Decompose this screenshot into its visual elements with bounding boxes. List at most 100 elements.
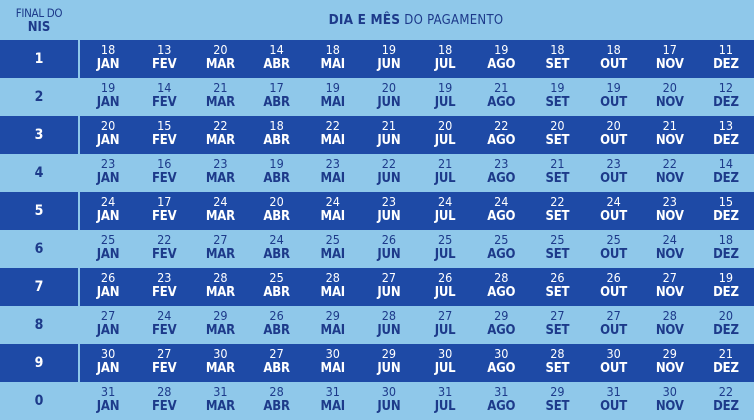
payment-day: 19 [381,42,397,57]
payment-day: 23 [325,156,340,171]
payment-month: NOV [655,285,684,300]
payment-month: SET [545,95,570,110]
payment-month: MAR [205,95,235,110]
payment-date-cell: 22 NOV [642,154,698,192]
payment-month: AGO [487,57,516,72]
payment-month: JUL [434,247,456,262]
payment-month: FEV [152,323,177,338]
payment-date-cell: 23 FEV [136,268,192,306]
payment-day: 20 [662,80,677,95]
payment-date-cell: 21 SET [529,154,585,192]
payment-date-cell: 21 JUL [417,154,473,192]
payment-date-cell: 18 OUT [586,40,642,78]
payment-month: JUL [434,361,456,376]
payment-month: DEZ [713,361,739,376]
payment-date-cell: 26 OUT [586,268,642,306]
payment-date-cell: 26 ABR [249,306,305,344]
payment-date-cell: 25 OUT [586,230,642,268]
payment-date-cell: 22 DEZ [698,382,754,420]
payment-month: NOV [655,399,684,414]
payment-day: 23 [157,270,172,285]
payment-month: JAN [96,133,120,148]
payment-month: JUL [434,209,456,224]
payment-date-cell: 23 MAR [192,154,248,192]
payment-day: 19 [718,270,734,285]
payment-date-cell: 24 JUL [417,192,473,230]
payment-day: 28 [494,270,509,285]
table-row: 5 24 JAN 17 FEV 24 MAR 20 ABR 24 MAI 23 JUN 24 JUL 24 AG… [0,192,754,230]
payment-day: 20 [213,42,228,57]
payment-day: 27 [269,346,284,361]
payment-month: JUN [377,323,401,338]
payment-day: 16 [157,156,172,171]
payment-date-cell: 13 FEV [136,40,192,78]
payment-date-cell: 23 JUN [361,192,417,230]
payment-date-cell: 28 MAR [192,268,248,306]
payment-date-cell: 18 JAN [80,40,136,78]
nis-digit: 2 [0,78,78,116]
payment-day: 21 [550,156,565,171]
payment-day: 27 [100,308,116,323]
table-row: 4 23 JAN 16 FEV 23 MAR 19 ABR 23 MAI 22 JUN 21 JUL 23 AG… [0,154,754,192]
table-row: 3 20 JAN 15 FEV 22 MAR 18 ABR 22 MAI 21 JUN 20 JUL 22 AG… [0,116,754,154]
payment-month: JAN [96,209,120,224]
payment-date-cell: 31 OUT [586,382,642,420]
payment-day: 21 [662,118,677,133]
payment-date-cell: 28 JUN [361,306,417,344]
payment-month: OUT [600,95,627,110]
payment-date-cell: 18 MAI [305,40,361,78]
payment-date-cell: 20 JAN [80,116,136,154]
payment-month: JUN [377,95,401,110]
payment-date-cell: 30 JUL [417,344,473,382]
payment-date-cell: 24 OUT [586,192,642,230]
payment-day: 31 [325,384,340,399]
payment-day: 18 [269,118,284,133]
payment-day: 29 [325,308,340,323]
payment-day: 24 [100,194,116,209]
payment-month: SET [545,247,570,262]
payment-month: MAR [205,247,235,262]
payment-month: NOV [655,133,684,148]
payment-date-cell: 14 DEZ [698,154,754,192]
payment-date-cell: 19 AGO [473,40,529,78]
payment-date-cell: 27 SET [529,306,585,344]
payment-day: 14 [718,156,734,171]
payment-day: 27 [437,308,453,323]
payment-day: 26 [550,270,565,285]
payment-month: FEV [152,285,177,300]
payment-date-cell: 20 JUN [361,78,417,116]
payment-date-cell: 23 JAN [80,154,136,192]
payment-month: OUT [600,209,627,224]
payment-month: MAR [205,285,235,300]
payment-date-cell: 27 ABR [249,344,305,382]
header-title-rest: DO PAGAMENTO [400,13,504,28]
payment-day: 26 [437,270,453,285]
nis-digit: 9 [34,355,44,371]
payment-month: OUT [600,361,627,376]
payment-date-cell: 26 JUL [417,268,473,306]
payment-date-header: DIA E MÊS DO PAGAMENTO [78,0,754,40]
payment-day: 28 [157,384,172,399]
payment-date-cell: 19 SET [529,78,585,116]
header-title-bold: DIA E MÊS [328,12,401,28]
nis-digit: 5 [34,203,44,219]
payment-date-cell: 22 AGO [473,116,529,154]
payment-date-cell: 14 ABR [249,40,305,78]
payment-date-cell: 19 JAN [80,78,136,116]
payment-day: 19 [437,80,453,95]
nis-digit: 8 [0,306,78,344]
payment-day: 24 [157,308,172,323]
payment-date-cell: 28 AGO [473,268,529,306]
payment-month: DEZ [713,133,739,148]
payment-date-cell: 23 NOV [642,192,698,230]
payment-date-cell: 31 AGO [473,382,529,420]
payment-day: 27 [381,270,397,285]
payment-day: 22 [718,384,734,399]
payment-day: 30 [325,346,340,361]
payment-month: ABR [263,247,290,262]
payment-date-cell: 17 NOV [642,40,698,78]
payment-day: 25 [325,232,340,247]
payment-month: MAR [205,361,235,376]
payment-date-cell: 25 ABR [249,268,305,306]
